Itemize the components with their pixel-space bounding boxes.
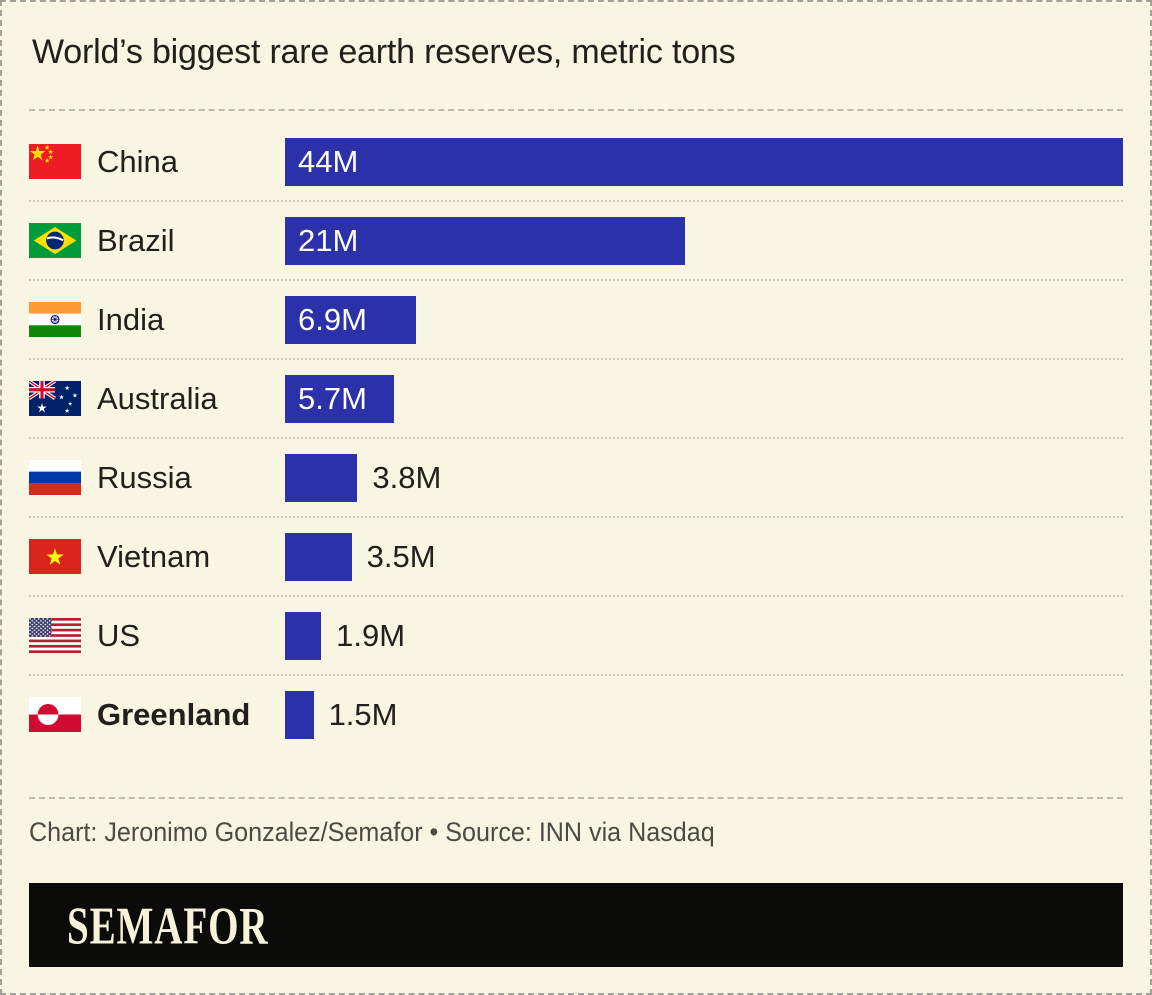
value-label: 5.7M	[298, 380, 367, 416]
chart-row-india: India 6.9M	[29, 279, 1123, 358]
country-label: Australia	[97, 380, 218, 416]
bar	[285, 216, 685, 265]
chart-row-china: China 44M	[29, 123, 1123, 200]
china-flag-icon	[29, 144, 81, 179]
australia-flag-icon	[29, 381, 81, 416]
semafor-logo: SEMAFOR	[67, 895, 269, 955]
bar-area: 44M	[285, 137, 1123, 186]
value-label: 44M	[298, 143, 359, 179]
value-label: 21M	[298, 222, 359, 258]
country-label: China	[97, 143, 178, 179]
country-label: Greenland	[97, 696, 251, 732]
bar-area: 1.9M	[285, 611, 1123, 660]
country-label: India	[97, 301, 165, 337]
bar-chart: China 44M Brazil 21M	[29, 111, 1123, 753]
semafor-banner: SEMAFOR	[29, 883, 1123, 967]
country-label: Vietnam	[97, 538, 211, 574]
country-label: Russia	[97, 459, 192, 495]
chart-row-us: US 1.9M	[29, 595, 1123, 674]
chart-credit: Chart: Jeronimo Gonzalez/Semafor • Sourc…	[29, 817, 715, 847]
country-label: US	[97, 617, 141, 653]
india-flag-icon	[29, 302, 81, 337]
bar	[285, 453, 358, 502]
title-separator	[29, 109, 1123, 111]
chart-row-greenland: Greenland 1.5M	[29, 674, 1123, 753]
value-label: 3.5M	[366, 538, 436, 574]
greenland-flag-icon	[29, 697, 81, 732]
bar-area: 3.8M	[285, 453, 1123, 502]
bar	[285, 690, 314, 739]
chart-row-brazil: Brazil 21M	[29, 200, 1123, 279]
bar	[285, 374, 394, 423]
value-label: 3.8M	[372, 459, 442, 495]
russia-flag-icon	[29, 460, 81, 495]
footer-separator	[29, 797, 1123, 799]
country-label: Brazil	[97, 222, 175, 258]
bar	[285, 137, 1123, 186]
value-label: 6.9M	[298, 301, 367, 337]
value-label: 1.5M	[328, 696, 398, 732]
bar-area: 21M	[285, 216, 1123, 265]
bar-area: 6.9M	[285, 295, 1123, 344]
value-label: 1.9M	[336, 617, 406, 653]
chart-title: World’s biggest rare earth reserves, met…	[32, 33, 736, 71]
bar	[285, 611, 322, 660]
vietnam-flag-icon	[29, 539, 81, 574]
chart-row-vietnam: Vietnam 3.5M	[29, 516, 1123, 595]
brazil-flag-icon	[29, 223, 81, 258]
chart-row-australia: Australia 5.7M	[29, 358, 1123, 437]
bar-area: 3.5M	[285, 532, 1123, 581]
chart-row-russia: Russia 3.8M	[29, 437, 1123, 516]
bar	[285, 295, 417, 344]
us-flag-icon	[29, 618, 81, 653]
bar-area: 1.5M	[285, 690, 1123, 739]
bar	[285, 532, 352, 581]
bar-area: 5.7M	[285, 374, 1123, 423]
